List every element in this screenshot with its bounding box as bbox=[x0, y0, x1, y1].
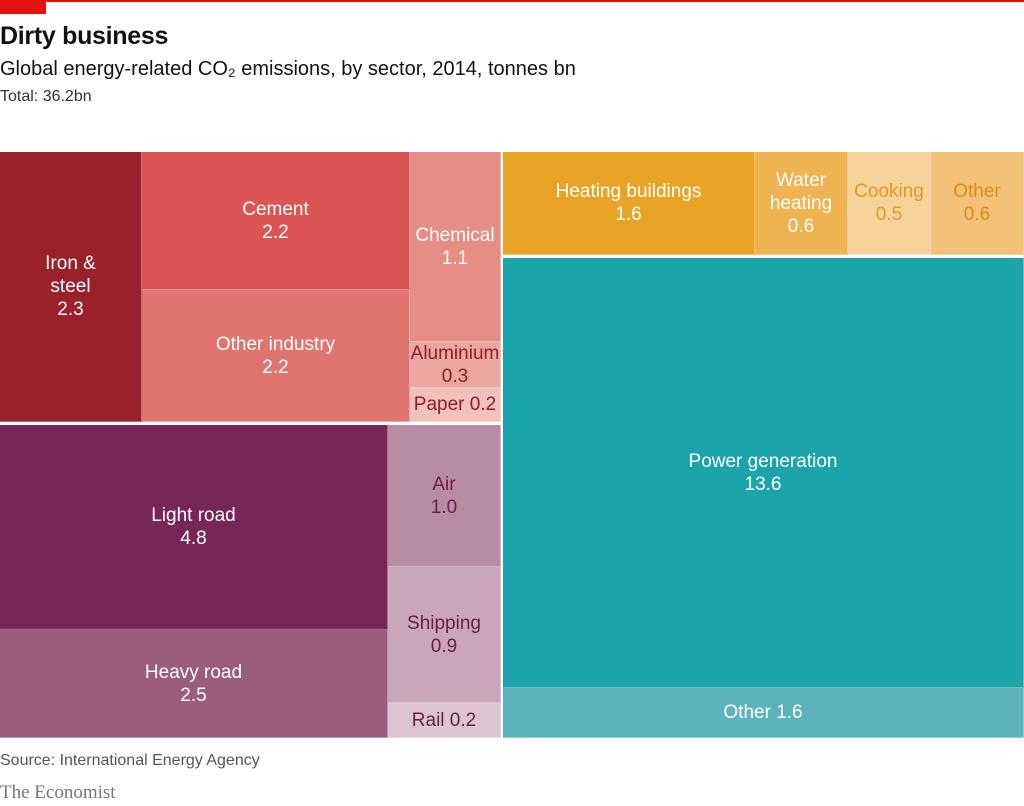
tile-value: 2.5 bbox=[180, 684, 207, 706]
tile-value: 1.0 bbox=[430, 496, 458, 518]
treemap-tile-heavy-road: Heavy road 2.5 bbox=[0, 630, 388, 738]
treemap-tile-rail: Rail 0.2 bbox=[388, 703, 501, 738]
treemap-tile-air: Air 1.0 bbox=[388, 425, 501, 567]
tile-label: Paper 0.2 bbox=[413, 394, 497, 415]
source-note: Source: International Energy Agency bbox=[0, 752, 260, 769]
tile-label: Light road bbox=[151, 505, 236, 526]
tile-label: Shipping bbox=[407, 612, 481, 634]
treemap-tile-cement: Cement 2.2 bbox=[142, 152, 410, 290]
tile-label: Water heating bbox=[769, 169, 833, 214]
tile-label: Cooking bbox=[854, 181, 924, 202]
tile-value: 1.6 bbox=[615, 204, 642, 225]
tile-value: 2.3 bbox=[57, 299, 84, 320]
tile-label: Rail 0.2 bbox=[411, 709, 477, 731]
tile-value: 0.6 bbox=[963, 204, 991, 225]
tile-label: Other 1.6 bbox=[723, 702, 803, 723]
tile-label: Other bbox=[953, 181, 1001, 202]
tile-label: Power generation bbox=[688, 450, 838, 472]
treemap-tile-paper: Paper 0.2 bbox=[410, 388, 501, 422]
tile-label: Chemical bbox=[415, 224, 495, 246]
treemap-tile-power-other: Other 1.6 bbox=[503, 688, 1024, 738]
treemap-tile-power-generation: Power generation 13.6 bbox=[503, 258, 1024, 688]
treemap-tile-cooking: Cooking 0.5 bbox=[848, 152, 931, 255]
tile-label: Air bbox=[432, 473, 456, 495]
tile-value: 4.8 bbox=[180, 528, 207, 549]
treemap-tile-iron-steel: Iron & steel 2.3 bbox=[0, 152, 142, 422]
brand-logo: The Economist bbox=[0, 782, 116, 803]
chart-subtitle: Global energy-related CO₂ emissions, by … bbox=[0, 58, 576, 80]
tile-value: 0.5 bbox=[875, 204, 903, 225]
tile-label: Iron & steel bbox=[45, 253, 96, 297]
treemap-tile-other-industry: Other industry 2.2 bbox=[142, 290, 410, 422]
chart-title: Dirty business bbox=[0, 22, 169, 50]
treemap-tile-aluminium: Aluminium 0.3 bbox=[410, 342, 501, 388]
tile-value: 1.1 bbox=[441, 247, 469, 269]
tile-value: 2.2 bbox=[262, 356, 289, 378]
tile-label: Heavy road bbox=[144, 661, 243, 683]
tile-value: 0.9 bbox=[430, 635, 458, 657]
brand-tag bbox=[0, 0, 46, 14]
tile-value: 13.6 bbox=[744, 473, 782, 495]
group-divider-v bbox=[501, 152, 503, 738]
total-label: Total: 36.2bn bbox=[0, 88, 92, 105]
treemap: Iron & steel 2.3 Cement 2.2 Other industry 2.… bbox=[0, 152, 1024, 738]
tile-label: Cement bbox=[242, 198, 309, 220]
treemap-tile-buildings-other: Other 0.6 bbox=[931, 152, 1024, 255]
treemap-tile-water-heating: Water heating 0.6 bbox=[755, 152, 848, 255]
tile-value: 2.2 bbox=[262, 221, 289, 243]
tile-label: Aluminium bbox=[410, 342, 500, 364]
top-rule bbox=[0, 0, 1024, 2]
group-divider-h-right bbox=[503, 255, 1024, 258]
tile-value: 0.3 bbox=[441, 365, 469, 387]
tile-label: Heating buildings bbox=[555, 181, 702, 202]
treemap-tile-shipping: Shipping 0.9 bbox=[388, 567, 501, 703]
treemap-tile-heating-buildings: Heating buildings 1.6 bbox=[503, 152, 755, 255]
treemap-tile-light-road: Light road 4.8 bbox=[0, 425, 388, 630]
group-divider-h-left bbox=[0, 422, 501, 425]
tile-label: Other industry bbox=[215, 333, 336, 355]
treemap-tile-chemical: Chemical 1.1 bbox=[410, 152, 501, 342]
tile-value: 0.6 bbox=[787, 215, 815, 237]
